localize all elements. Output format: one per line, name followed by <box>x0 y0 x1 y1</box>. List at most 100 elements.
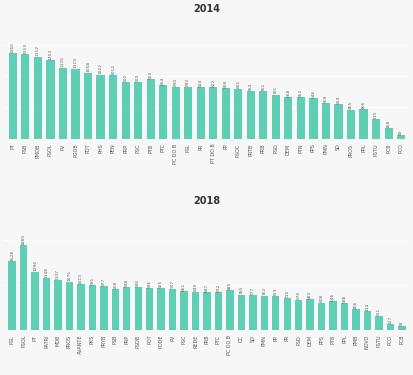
Bar <box>31 272 39 330</box>
Bar <box>260 296 267 330</box>
Text: 465: 465 <box>348 101 352 109</box>
Bar <box>351 309 359 330</box>
Text: 668: 668 <box>286 88 290 96</box>
Bar <box>374 316 382 330</box>
Bar <box>34 57 42 138</box>
Text: 676: 676 <box>296 291 300 299</box>
Bar <box>209 87 217 138</box>
Text: 948: 948 <box>124 279 128 287</box>
Bar <box>123 287 130 330</box>
Text: 900: 900 <box>136 74 140 82</box>
Bar <box>249 295 256 330</box>
Bar <box>283 298 290 330</box>
Bar <box>225 290 233 330</box>
Bar <box>321 103 329 138</box>
Text: 753: 753 <box>273 288 277 296</box>
Text: 554: 554 <box>336 95 339 104</box>
Bar <box>43 278 50 330</box>
Text: 414: 414 <box>365 303 368 311</box>
Bar <box>146 288 153 330</box>
Text: 588: 588 <box>342 295 346 303</box>
Bar <box>180 291 188 330</box>
Text: 801: 801 <box>236 80 240 88</box>
Bar <box>159 85 167 138</box>
Text: 662: 662 <box>298 88 302 97</box>
Text: 93: 93 <box>399 320 403 326</box>
Text: 1889: 1889 <box>21 234 26 244</box>
Text: 761: 761 <box>261 82 265 91</box>
Bar <box>340 303 347 330</box>
Bar <box>112 289 119 330</box>
Text: 832: 832 <box>216 284 220 292</box>
Text: 991: 991 <box>90 277 94 285</box>
Text: 1312: 1312 <box>36 45 40 56</box>
Bar <box>384 128 392 138</box>
Bar <box>100 286 107 330</box>
Bar <box>309 98 317 138</box>
Bar <box>317 303 325 330</box>
Text: 849: 849 <box>193 283 197 291</box>
Bar <box>71 69 79 138</box>
Bar <box>346 110 354 138</box>
Bar <box>21 54 29 138</box>
Bar <box>8 261 16 330</box>
Text: 1528: 1528 <box>10 250 14 261</box>
Text: 936: 936 <box>147 279 151 288</box>
Text: 917: 917 <box>170 280 174 288</box>
Text: 1135: 1135 <box>61 56 65 68</box>
Bar <box>59 68 67 138</box>
Text: 885: 885 <box>228 282 231 290</box>
Title: 2014: 2014 <box>193 4 220 14</box>
Bar <box>284 97 292 138</box>
Text: 710: 710 <box>285 290 289 298</box>
Text: 977: 977 <box>102 278 106 286</box>
Bar <box>134 287 142 330</box>
Text: 1075: 1075 <box>67 270 71 281</box>
Text: 683: 683 <box>307 291 311 299</box>
Bar <box>234 88 242 138</box>
Text: 1107: 1107 <box>56 269 60 280</box>
Text: 830: 830 <box>173 78 177 87</box>
Text: 1013: 1013 <box>79 273 83 284</box>
Bar <box>191 292 199 330</box>
Bar <box>157 288 164 330</box>
Bar <box>306 299 313 330</box>
Text: 832: 832 <box>186 78 190 86</box>
Bar <box>66 282 73 330</box>
Bar <box>221 88 229 138</box>
Text: 946: 946 <box>136 279 140 287</box>
Bar <box>396 135 404 138</box>
Text: 785: 785 <box>239 286 243 294</box>
Bar <box>20 245 27 330</box>
Text: 1012: 1012 <box>111 64 115 75</box>
Bar <box>77 284 84 330</box>
Bar <box>358 110 367 138</box>
Text: 764: 764 <box>248 82 252 91</box>
Text: 1058: 1058 <box>86 61 90 72</box>
Bar <box>386 324 393 330</box>
Text: 955: 955 <box>148 70 152 79</box>
Text: 168: 168 <box>386 120 389 128</box>
Bar <box>203 292 210 330</box>
Bar <box>214 292 222 330</box>
Text: 822: 822 <box>211 79 215 87</box>
Bar <box>134 82 142 138</box>
Bar <box>9 53 17 138</box>
Bar <box>329 301 336 330</box>
Text: 854: 854 <box>161 76 165 85</box>
Bar <box>259 91 267 138</box>
Bar <box>184 87 192 138</box>
Bar <box>296 97 304 138</box>
Bar <box>371 119 379 138</box>
Bar <box>46 60 55 138</box>
Text: 456: 456 <box>353 301 357 309</box>
Text: 310: 310 <box>373 111 377 119</box>
Bar <box>54 280 62 330</box>
Bar <box>96 75 104 138</box>
Text: 569: 569 <box>323 94 327 103</box>
Bar <box>237 295 244 330</box>
Bar <box>146 79 154 138</box>
Text: 1366: 1366 <box>11 42 15 53</box>
Bar <box>84 72 92 138</box>
Bar <box>171 87 179 138</box>
